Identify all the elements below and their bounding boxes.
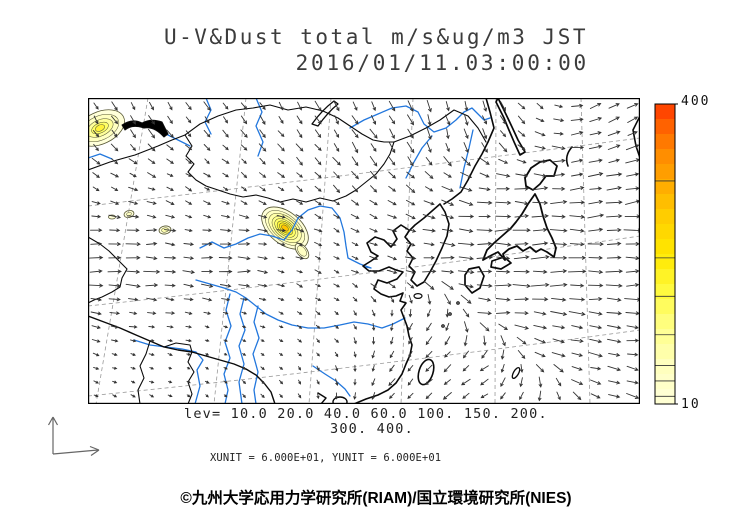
border-himalaya	[88, 315, 276, 404]
copyright-text: ©九州大学応用力学研究所(RIAM)/国立環境研究所(NIES)	[180, 490, 572, 507]
parallel-line	[88, 137, 640, 207]
coast-korea	[404, 203, 450, 287]
colorbar	[654, 103, 678, 405]
border-russia-mongolia	[88, 104, 395, 171]
river-siberia1	[204, 98, 212, 135]
contour-levels-label-2: 300. 400.	[330, 421, 414, 437]
border-mongolia-china	[184, 134, 395, 203]
meridian-line	[213, 98, 247, 404]
river-mekong	[238, 297, 246, 404]
island-okinawa	[511, 367, 521, 379]
meridian-line	[95, 98, 149, 404]
map-frame	[88, 98, 640, 404]
border-nepal	[163, 342, 193, 353]
meridian-line	[308, 98, 332, 404]
map-canvas	[88, 98, 640, 404]
contour-levels-label: lev= 10.0 20.0 40.0 60.0 100. 150. 200.	[184, 406, 548, 422]
coast-gulf-tonkin	[317, 392, 327, 404]
river-ussuri	[459, 129, 474, 189]
lake-balkhash	[121, 119, 169, 138]
coast-honshu	[482, 193, 557, 261]
river-salween	[223, 293, 232, 404]
island-ryukyu1	[456, 301, 460, 305]
wind-vector-layer	[89, 99, 640, 402]
unit-vector-axes	[47, 416, 100, 456]
coast-kamchatka-edge	[632, 115, 640, 159]
river-amur	[349, 105, 491, 133]
river-songhua	[405, 135, 433, 179]
island-hainan	[332, 396, 348, 404]
coast-kyushu	[464, 266, 485, 294]
border-ne-china	[393, 109, 487, 143]
x-axis-arrow-icon	[52, 445, 100, 456]
island-ryukyu3	[441, 324, 445, 328]
coast-china	[353, 224, 413, 404]
meridian-line	[494, 98, 497, 404]
island-ryukyu2	[448, 312, 452, 316]
border-bangladesh	[137, 340, 151, 404]
river-brahmaputra	[133, 339, 204, 404]
figure-datetime: 2016/01/11.03:00:00	[295, 51, 589, 75]
island-jeju	[413, 293, 423, 300]
parallel-line	[88, 329, 640, 397]
figure-title: U-V&Dust total m/s&ug/m3 JST	[163, 25, 588, 49]
river-ili	[88, 153, 113, 160]
parallel-line	[88, 235, 640, 307]
meridian-line	[580, 98, 591, 404]
river-yellow	[199, 205, 372, 269]
river-yangtze	[195, 279, 406, 329]
river-tarim	[165, 133, 191, 147]
coastline-layer	[88, 98, 640, 404]
lake-khovsgol	[311, 100, 339, 127]
colorbar-max-label: 400	[681, 94, 711, 109]
border-myanmar	[187, 351, 195, 404]
coast-primorye	[443, 98, 495, 205]
colorbar-min-label: 10	[681, 397, 701, 412]
island-taiwan	[417, 358, 435, 386]
graticule-layer	[88, 98, 640, 404]
vector-units-label: XUNIT = 6.000E+01, YUNIT = 6.000E+01	[210, 452, 442, 464]
y-axis-arrow-icon	[47, 416, 59, 454]
coast-kuril	[565, 146, 573, 167]
coast-sakhalin	[495, 98, 526, 156]
border-west-china	[88, 236, 128, 304]
river-upper-yangtze	[252, 305, 260, 404]
coast-hokkaido	[524, 159, 558, 191]
